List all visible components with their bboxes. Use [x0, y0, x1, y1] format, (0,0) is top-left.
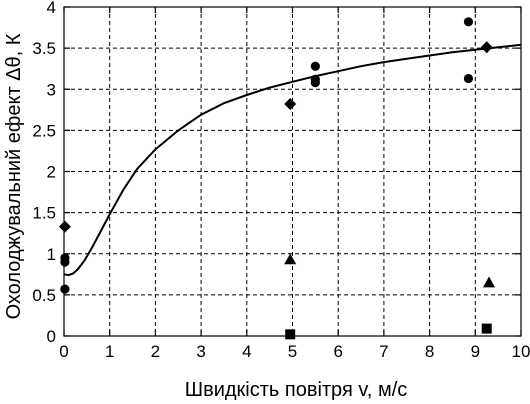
y-tick-label: 0.5	[32, 286, 56, 305]
square-point	[285, 329, 296, 340]
x-axis-title: Швидкість повітря v, м/с	[185, 379, 408, 401]
x-tick-label: 10	[512, 342, 530, 361]
y-tick-label: 3.5	[32, 39, 56, 58]
circle-point	[310, 61, 320, 71]
x-tick-label: 9	[471, 342, 480, 361]
grid	[64, 7, 521, 336]
markers	[58, 17, 496, 340]
circle-point	[463, 17, 474, 27]
y-tick-label: 2.5	[32, 121, 56, 140]
circle-point	[60, 257, 70, 267]
diamond-point	[58, 220, 71, 233]
y-tick-label: 0	[47, 327, 56, 346]
circle-point	[60, 284, 70, 294]
x-tick-label: 0	[59, 342, 68, 361]
y-tick-label: 1	[47, 245, 56, 264]
x-tick-label: 3	[196, 342, 205, 361]
x-tick-label: 6	[333, 342, 342, 361]
fit-curve	[63, 43, 522, 277]
x-tick-label: 8	[425, 342, 434, 361]
y-axis-title: Охолоджувальний ефект Δθ, К	[3, 33, 25, 319]
circle-point	[310, 78, 320, 88]
x-tick-label: 4	[242, 342, 251, 361]
triangle-point	[284, 253, 297, 265]
y-tick-label: 3	[47, 80, 56, 99]
square-point	[481, 323, 492, 334]
y-tick-label: 4	[47, 0, 56, 17]
ticks	[63, 6, 522, 337]
circle-point	[463, 73, 474, 84]
triangle-point	[483, 276, 496, 288]
y-tick-label: 1.5	[32, 204, 56, 223]
x-tick-label: 1	[105, 342, 114, 361]
y-tick-labels: 0 0.5 1 1.5 2 2.5 3 3.5 4	[32, 0, 56, 346]
x-tick-label: 5	[288, 342, 297, 361]
y-tick-label: 2	[47, 163, 56, 182]
x-tick-label: 7	[379, 342, 388, 361]
diamond-point	[480, 41, 493, 54]
x-tick-label: 2	[151, 342, 160, 361]
x-tick-labels: 0 1 2 3 4 5 6 7 8 9 10	[59, 342, 530, 361]
diamond-point	[284, 98, 297, 111]
